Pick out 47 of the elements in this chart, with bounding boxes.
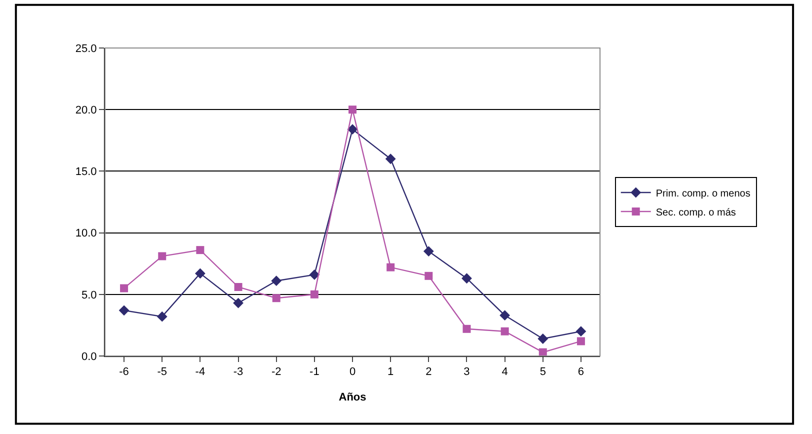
- point: [576, 337, 585, 346]
- point: [538, 334, 548, 344]
- legend-label: Sec. comp. o más: [656, 207, 736, 218]
- point: [271, 276, 282, 286]
- point: [462, 273, 472, 284]
- y-tick-label: 5.0: [82, 289, 97, 302]
- point: [424, 272, 433, 280]
- x-tick-label: 4: [502, 366, 508, 378]
- y-tick-label: 15.0: [75, 166, 97, 178]
- point: [462, 324, 471, 333]
- x-tick-label: 0: [349, 366, 356, 378]
- x-axis-title: Años: [338, 391, 366, 404]
- point: [576, 326, 586, 337]
- y-tick-label: 20.0: [75, 104, 97, 116]
- point: [309, 269, 320, 280]
- point: [272, 294, 280, 302]
- y-tick-label: 0.0: [82, 350, 97, 363]
- x-tick-label: 2: [426, 366, 432, 378]
- y-tick-label: 10.0: [75, 228, 97, 240]
- point: [385, 154, 396, 164]
- legend-label: Prim. comp. o menos: [656, 188, 750, 200]
- x-tick-label: -2: [271, 366, 282, 378]
- x-tick-label: 6: [578, 366, 584, 378]
- x-tick-label: -1: [310, 366, 320, 378]
- y-tick-label: 25.0: [75, 42, 97, 55]
- point: [234, 283, 242, 292]
- x-tick-label: -3: [233, 366, 244, 378]
- point: [310, 290, 318, 298]
- point: [500, 327, 509, 336]
- x-tick-label: 3: [464, 366, 470, 378]
- point: [386, 263, 395, 272]
- point: [118, 305, 130, 316]
- x-tick-label: 5: [540, 366, 546, 378]
- x-tick-label: -6: [119, 366, 129, 378]
- point: [233, 298, 244, 308]
- point: [194, 268, 206, 279]
- x-tick-label: 1: [388, 366, 394, 378]
- x-tick-label: -5: [157, 366, 168, 378]
- point: [423, 246, 434, 256]
- point: [196, 246, 204, 254]
- point: [348, 106, 356, 114]
- x-tick-label: -4: [195, 366, 206, 378]
- point: [156, 311, 168, 322]
- point: [158, 252, 166, 260]
- point: [120, 284, 128, 292]
- point: [500, 310, 510, 321]
- point: [347, 124, 358, 135]
